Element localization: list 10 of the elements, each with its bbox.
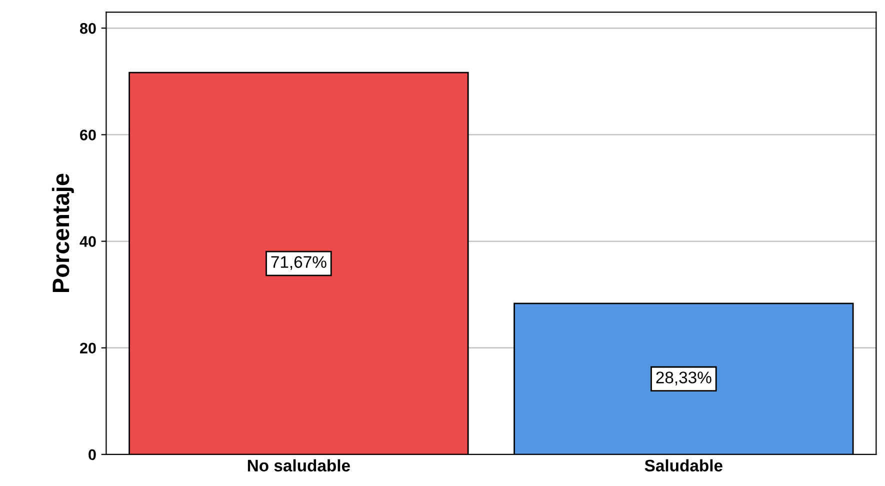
data-label: 71,67%	[271, 256, 326, 270]
y-tick-label: 80	[80, 23, 96, 34]
x-tick-label: Saludable	[644, 459, 722, 472]
y-axis-title: Porcentaje	[52, 174, 74, 292]
y-tick-label: 60	[80, 130, 96, 140]
y-tick-label: 40	[80, 236, 96, 247]
y-tick-label: 0	[88, 449, 96, 460]
x-tick-label: No saludable	[248, 459, 350, 472]
data-label: 28,33%	[656, 372, 712, 386]
y-tick-label: 20	[80, 342, 96, 354]
